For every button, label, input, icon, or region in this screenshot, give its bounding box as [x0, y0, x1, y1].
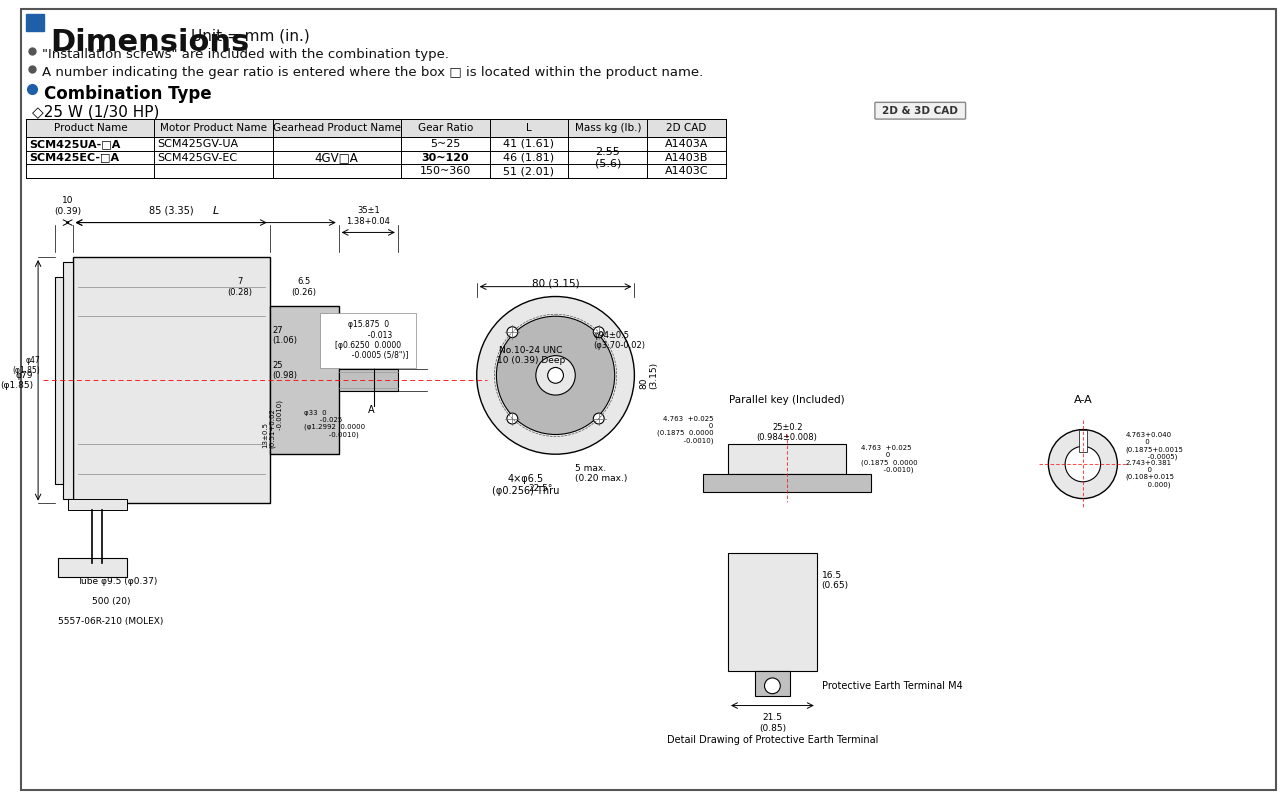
Text: Gearhead Product Name: Gearhead Product Name — [273, 123, 401, 133]
Circle shape — [497, 316, 614, 434]
Bar — [27, 14, 44, 31]
Text: 21.5
(0.85): 21.5 (0.85) — [759, 714, 786, 733]
Bar — [63, 262, 73, 498]
Text: 500 (20): 500 (20) — [92, 597, 131, 606]
Bar — [55, 277, 63, 484]
Text: Protective Earth Terminal M4: Protective Earth Terminal M4 — [822, 681, 963, 691]
Text: A1403C: A1403C — [664, 166, 708, 176]
Text: φ33  0
       -0.025
(φ1.2992  0.0000
           -0.0010): φ33 0 -0.025 (φ1.2992 0.0000 -0.0010) — [305, 410, 365, 438]
Bar — [68, 498, 127, 510]
Text: φ47
(φ1.85): φ47 (φ1.85) — [13, 356, 40, 375]
Text: 16.5
(0.65): 16.5 (0.65) — [822, 570, 849, 590]
Text: φ79
(φ1.85): φ79 (φ1.85) — [0, 370, 33, 390]
Text: SCM425EC-□A: SCM425EC-□A — [29, 153, 119, 162]
Text: 4.763+0.040
         0
(0.1875+0.0015
          -0.0005): 4.763+0.040 0 (0.1875+0.0015 -0.0005) — [1125, 432, 1183, 460]
Text: SCM425GV-UA: SCM425GV-UA — [157, 139, 238, 149]
Text: Tube φ9.5 (φ0.37): Tube φ9.5 (φ0.37) — [78, 578, 157, 586]
Text: 7
(0.28): 7 (0.28) — [228, 277, 252, 297]
Bar — [755, 671, 790, 696]
Circle shape — [507, 326, 518, 338]
Text: Combination Type: Combination Type — [44, 85, 211, 102]
Text: 80 (3.15): 80 (3.15) — [531, 278, 580, 289]
Text: SCM425UA-□A: SCM425UA-□A — [29, 139, 120, 149]
Text: A: A — [367, 344, 375, 354]
Text: φ15.875  0
          -0.013
[φ0.6250  0.0000
          -0.0005 (5/8")]: φ15.875 0 -0.013 [φ0.6250 0.0000 -0.0005… — [328, 320, 408, 360]
Circle shape — [764, 678, 781, 694]
Circle shape — [507, 413, 518, 424]
Text: Gear Ratio: Gear Ratio — [417, 123, 472, 133]
Text: 2D & 3D CAD: 2D & 3D CAD — [882, 106, 959, 116]
FancyBboxPatch shape — [876, 102, 965, 119]
Text: 10
(0.39): 10 (0.39) — [54, 196, 81, 216]
Text: 25
(0.98): 25 (0.98) — [273, 361, 298, 380]
Text: A number indicating the gear ratio is entered where the box □ is located within : A number indicating the gear ratio is en… — [42, 66, 703, 79]
Text: ◇25 W (1/30 HP): ◇25 W (1/30 HP) — [32, 104, 160, 119]
Text: 85 (3.35): 85 (3.35) — [148, 206, 193, 216]
Text: 46 (1.81): 46 (1.81) — [503, 153, 554, 162]
Text: 4.763  +0.025
           0
(0.1875  0.0000
          -0.0010): 4.763 +0.025 0 (0.1875 0.0000 -0.0010) — [861, 445, 918, 473]
Text: 2.55
(5.6): 2.55 (5.6) — [595, 146, 621, 168]
Bar — [270, 306, 339, 454]
Text: Parallel key (Included): Parallel key (Included) — [730, 395, 845, 405]
Text: "Installation screws" are included with the combination type.: "Installation screws" are included with … — [42, 48, 449, 61]
Circle shape — [1048, 430, 1117, 498]
Bar — [73, 257, 270, 503]
Text: L: L — [526, 123, 531, 133]
Text: 150~360: 150~360 — [420, 166, 471, 176]
Bar — [728, 444, 846, 474]
Circle shape — [594, 326, 604, 338]
Text: 13±0.5
(0.51+0.02
        -0.0010): 13±0.5 (0.51+0.02 -0.0010) — [262, 400, 283, 448]
Text: A: A — [367, 405, 375, 415]
Bar — [704, 474, 870, 492]
Text: 80
(3.15): 80 (3.15) — [639, 362, 659, 389]
Text: L: L — [212, 206, 219, 216]
Text: 25±0.2
(0.984±0.008): 25±0.2 (0.984±0.008) — [756, 422, 818, 442]
Circle shape — [1065, 446, 1101, 482]
Circle shape — [476, 297, 635, 454]
Text: 2D CAD: 2D CAD — [667, 123, 707, 133]
Text: SCM425GV-EC: SCM425GV-EC — [157, 153, 238, 162]
Text: 35±1
1.38+0.04: 35±1 1.38+0.04 — [347, 206, 390, 226]
Text: 4×φ6.5
(φ0.256) Thru: 4×φ6.5 (φ0.256) Thru — [493, 474, 559, 495]
Text: 30~120: 30~120 — [421, 153, 468, 162]
Text: 41 (1.61): 41 (1.61) — [503, 138, 554, 149]
Circle shape — [594, 413, 604, 424]
Text: Detail Drawing of Protective Earth Terminal: Detail Drawing of Protective Earth Termi… — [667, 735, 878, 745]
Bar — [728, 553, 817, 671]
Text: Unit = mm (in.): Unit = mm (in.) — [191, 29, 310, 43]
Text: No.10-24 UNC
10 (0.39) Deep: No.10-24 UNC 10 (0.39) Deep — [497, 346, 564, 365]
Text: A1403A: A1403A — [664, 138, 708, 149]
Text: A1403B: A1403B — [664, 153, 708, 162]
Text: φ94±0.5
(φ3.70-0.02): φ94±0.5 (φ3.70-0.02) — [593, 331, 645, 350]
Text: 5557-06R-210 (MOLEX): 5557-06R-210 (MOLEX) — [58, 617, 163, 626]
Circle shape — [536, 356, 575, 395]
Text: 5~25: 5~25 — [430, 138, 461, 149]
Bar — [339, 370, 398, 391]
Text: 22.5°: 22.5° — [529, 484, 553, 493]
Text: 4.763  +0.025
           0
(0.1875  0.0000
          -0.0010): 4.763 +0.025 0 (0.1875 0.0000 -0.0010) — [657, 415, 713, 443]
Text: Mass kg (lb.): Mass kg (lb.) — [575, 123, 641, 133]
Text: Product Name: Product Name — [54, 123, 127, 133]
Bar — [1079, 430, 1087, 452]
Text: Dimensions: Dimensions — [50, 29, 250, 58]
Text: 27
(1.06): 27 (1.06) — [273, 326, 298, 346]
Text: 2.743+0.381
          0
(0.108+0.015
          0.000): 2.743+0.381 0 (0.108+0.015 0.000) — [1125, 460, 1174, 488]
Circle shape — [548, 367, 563, 383]
Text: 4GV□A: 4GV□A — [315, 151, 358, 164]
Bar — [27, 119, 726, 137]
Text: 6.5
(0.26): 6.5 (0.26) — [292, 277, 316, 297]
Text: 51 (2.01): 51 (2.01) — [503, 166, 554, 176]
Text: Motor Product Name: Motor Product Name — [160, 123, 268, 133]
Bar — [58, 558, 127, 578]
Text: A-A: A-A — [1074, 395, 1092, 405]
Text: 5 max.
(0.20 max.): 5 max. (0.20 max.) — [575, 464, 627, 483]
